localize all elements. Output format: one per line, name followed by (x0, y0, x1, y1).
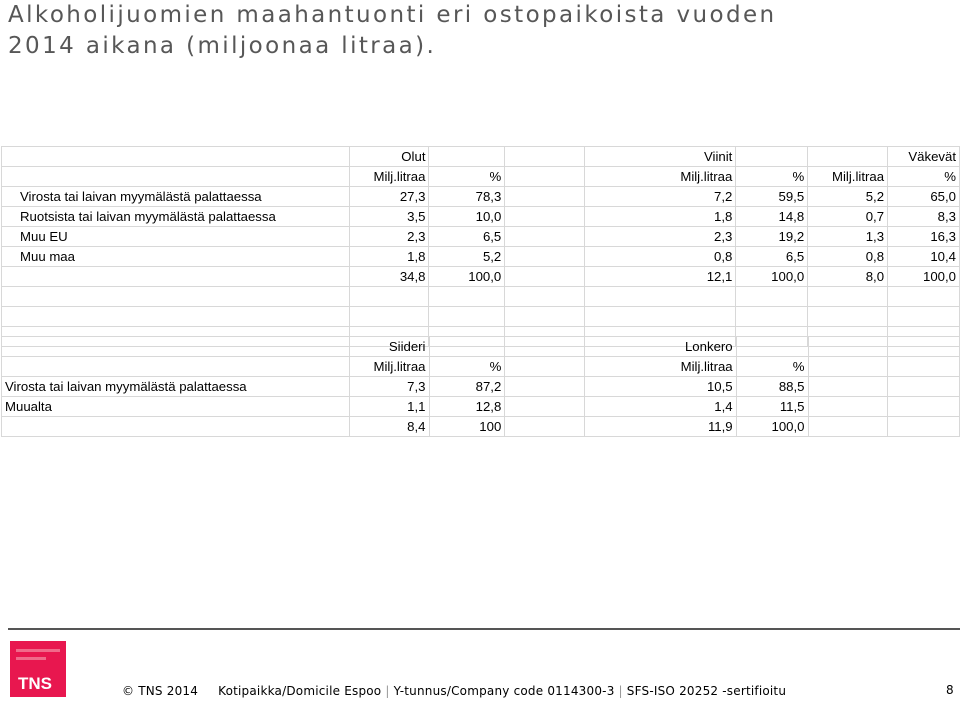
row-label: Muualta (1, 396, 350, 417)
cell: 1,4 (584, 396, 737, 417)
footer-location: Kotipaikka/Domicile Espoo (218, 684, 382, 698)
group-header: Lonkero (584, 336, 737, 357)
title-line-1: Alkoholijuomien maahantuonti eri ostopai… (8, 2, 777, 28)
tns-logo: TNS (10, 641, 66, 697)
footer-business-id: Y-tunnus/Company code 0114300-3 (393, 684, 615, 698)
cell: 0,8 (583, 246, 737, 267)
table-header-row: Siideri Lonkero (1, 336, 960, 357)
footer-certification: SFS-ISO 20252 -sertifioitu (626, 684, 787, 698)
cell: 34,8 (348, 266, 430, 287)
unit-header: Milj.litraa (583, 166, 737, 187)
cell: 87,2 (428, 376, 506, 397)
cell: 1,1 (348, 396, 430, 417)
cell: 2,3 (583, 226, 737, 247)
cell: 8,4 (348, 416, 430, 437)
cell: 7,3 (348, 376, 430, 397)
title-line-2: 2014 aikana (miljoonaa litraa). (8, 33, 437, 59)
cell: 2,3 (348, 226, 430, 247)
empty-row (1, 286, 960, 307)
empty-row (1, 306, 960, 327)
cell: 100,0 (735, 266, 809, 287)
import-table-beer-wine-spirits: Olut Viinit Väkevät Milj.litraa % Milj.l… (1, 146, 960, 347)
cell: 100 (428, 416, 506, 437)
table-row: Muualta 1,1 12,8 1,4 11,5 (1, 396, 960, 417)
cell: 6,5 (735, 246, 809, 267)
unit-header: % (735, 166, 809, 187)
row-label: Muu EU (1, 226, 350, 247)
import-table-cider-lonkero: Siideri Lonkero Milj.litraa % Milj.litra… (1, 336, 960, 437)
footer-text: © TNS 2014 Kotipaikka/Domicile Espoo | Y-t… (122, 684, 787, 698)
cell: 1,3 (807, 226, 889, 247)
table-unit-row: Milj.litraa % Milj.litraa % Milj.litraa … (1, 166, 960, 187)
cell: 10,5 (584, 376, 737, 397)
unit-header: % (735, 356, 809, 377)
cell: 14,8 (735, 206, 809, 227)
cell: 65,0 (887, 186, 960, 207)
cell: 0,8 (807, 246, 889, 267)
logo-stripe (16, 657, 46, 660)
footer-copyright: © TNS 2014 (122, 684, 199, 698)
table-row: Virosta tai laivan myymälästä palattaess… (1, 376, 960, 397)
logo-text: TNS (18, 674, 52, 693)
footer-divider (8, 628, 960, 630)
cell: 100,0 (428, 266, 506, 287)
unit-header: % (428, 166, 506, 187)
cell: 5,2 (807, 186, 889, 207)
cell: 19,2 (735, 226, 809, 247)
logo-stripe (16, 649, 60, 652)
cell: 12,1 (583, 266, 737, 287)
table-unit-row: Milj.litraa % Milj.litraa % (1, 356, 960, 377)
cell: 8,0 (807, 266, 889, 287)
unit-header: % (887, 166, 960, 187)
cell: 10,4 (887, 246, 960, 267)
group-header: Väkevät (887, 146, 960, 167)
cell: 11,5 (735, 396, 809, 417)
table-total-row: 34,8 100,0 12,1 100,0 8,0 100,0 (1, 266, 960, 287)
cell: 0,7 (807, 206, 889, 227)
cell: 1,8 (583, 206, 737, 227)
row-label: Ruotsista tai laivan myymälästä palattae… (1, 206, 350, 227)
cell: 5,2 (428, 246, 506, 267)
cell: 7,2 (583, 186, 737, 207)
table-row: Ruotsista tai laivan myymälästä palattae… (1, 206, 960, 227)
cell: 10,0 (428, 206, 506, 227)
unit-header: % (428, 356, 506, 377)
cell: 88,5 (735, 376, 809, 397)
page-title: Alkoholijuomien maahantuonti eri ostopai… (8, 0, 777, 62)
table-total-row: 8,4 100 11,9 100,0 (1, 416, 960, 437)
table-header-row: Olut Viinit Väkevät (1, 146, 960, 167)
group-header: Olut (348, 146, 430, 167)
cell: 27,3 (348, 186, 430, 207)
cell: 100,0 (735, 416, 809, 437)
cell: 59,5 (735, 186, 809, 207)
page-number: 8 (946, 683, 954, 697)
row-label: Muu maa (1, 246, 350, 267)
table-row: Muu maa 1,8 5,2 0,8 6,5 0,8 10,4 (1, 246, 960, 267)
unit-header: Milj.litraa (348, 356, 430, 377)
row-label: Virosta tai laivan myymälästä palattaess… (1, 376, 350, 397)
cell: 3,5 (348, 206, 430, 227)
cell: 16,3 (887, 226, 960, 247)
unit-header: Milj.litraa (348, 166, 430, 187)
cell: 78,3 (428, 186, 506, 207)
cell: 8,3 (887, 206, 960, 227)
group-header: Viinit (583, 146, 737, 167)
cell: 1,8 (348, 246, 430, 267)
unit-header: Milj.litraa (807, 166, 889, 187)
cell: 11,9 (584, 416, 737, 437)
cell: 100,0 (887, 266, 960, 287)
group-header: Siideri (348, 336, 430, 357)
row-label: Virosta tai laivan myymälästä palattaess… (1, 186, 350, 207)
cell: 6,5 (428, 226, 506, 247)
cell: 12,8 (428, 396, 506, 417)
unit-header: Milj.litraa (584, 356, 737, 377)
table-row: Muu EU 2,3 6,5 2,3 19,2 1,3 16,3 (1, 226, 960, 247)
table-row: Virosta tai laivan myymälästä palattaess… (1, 186, 960, 207)
